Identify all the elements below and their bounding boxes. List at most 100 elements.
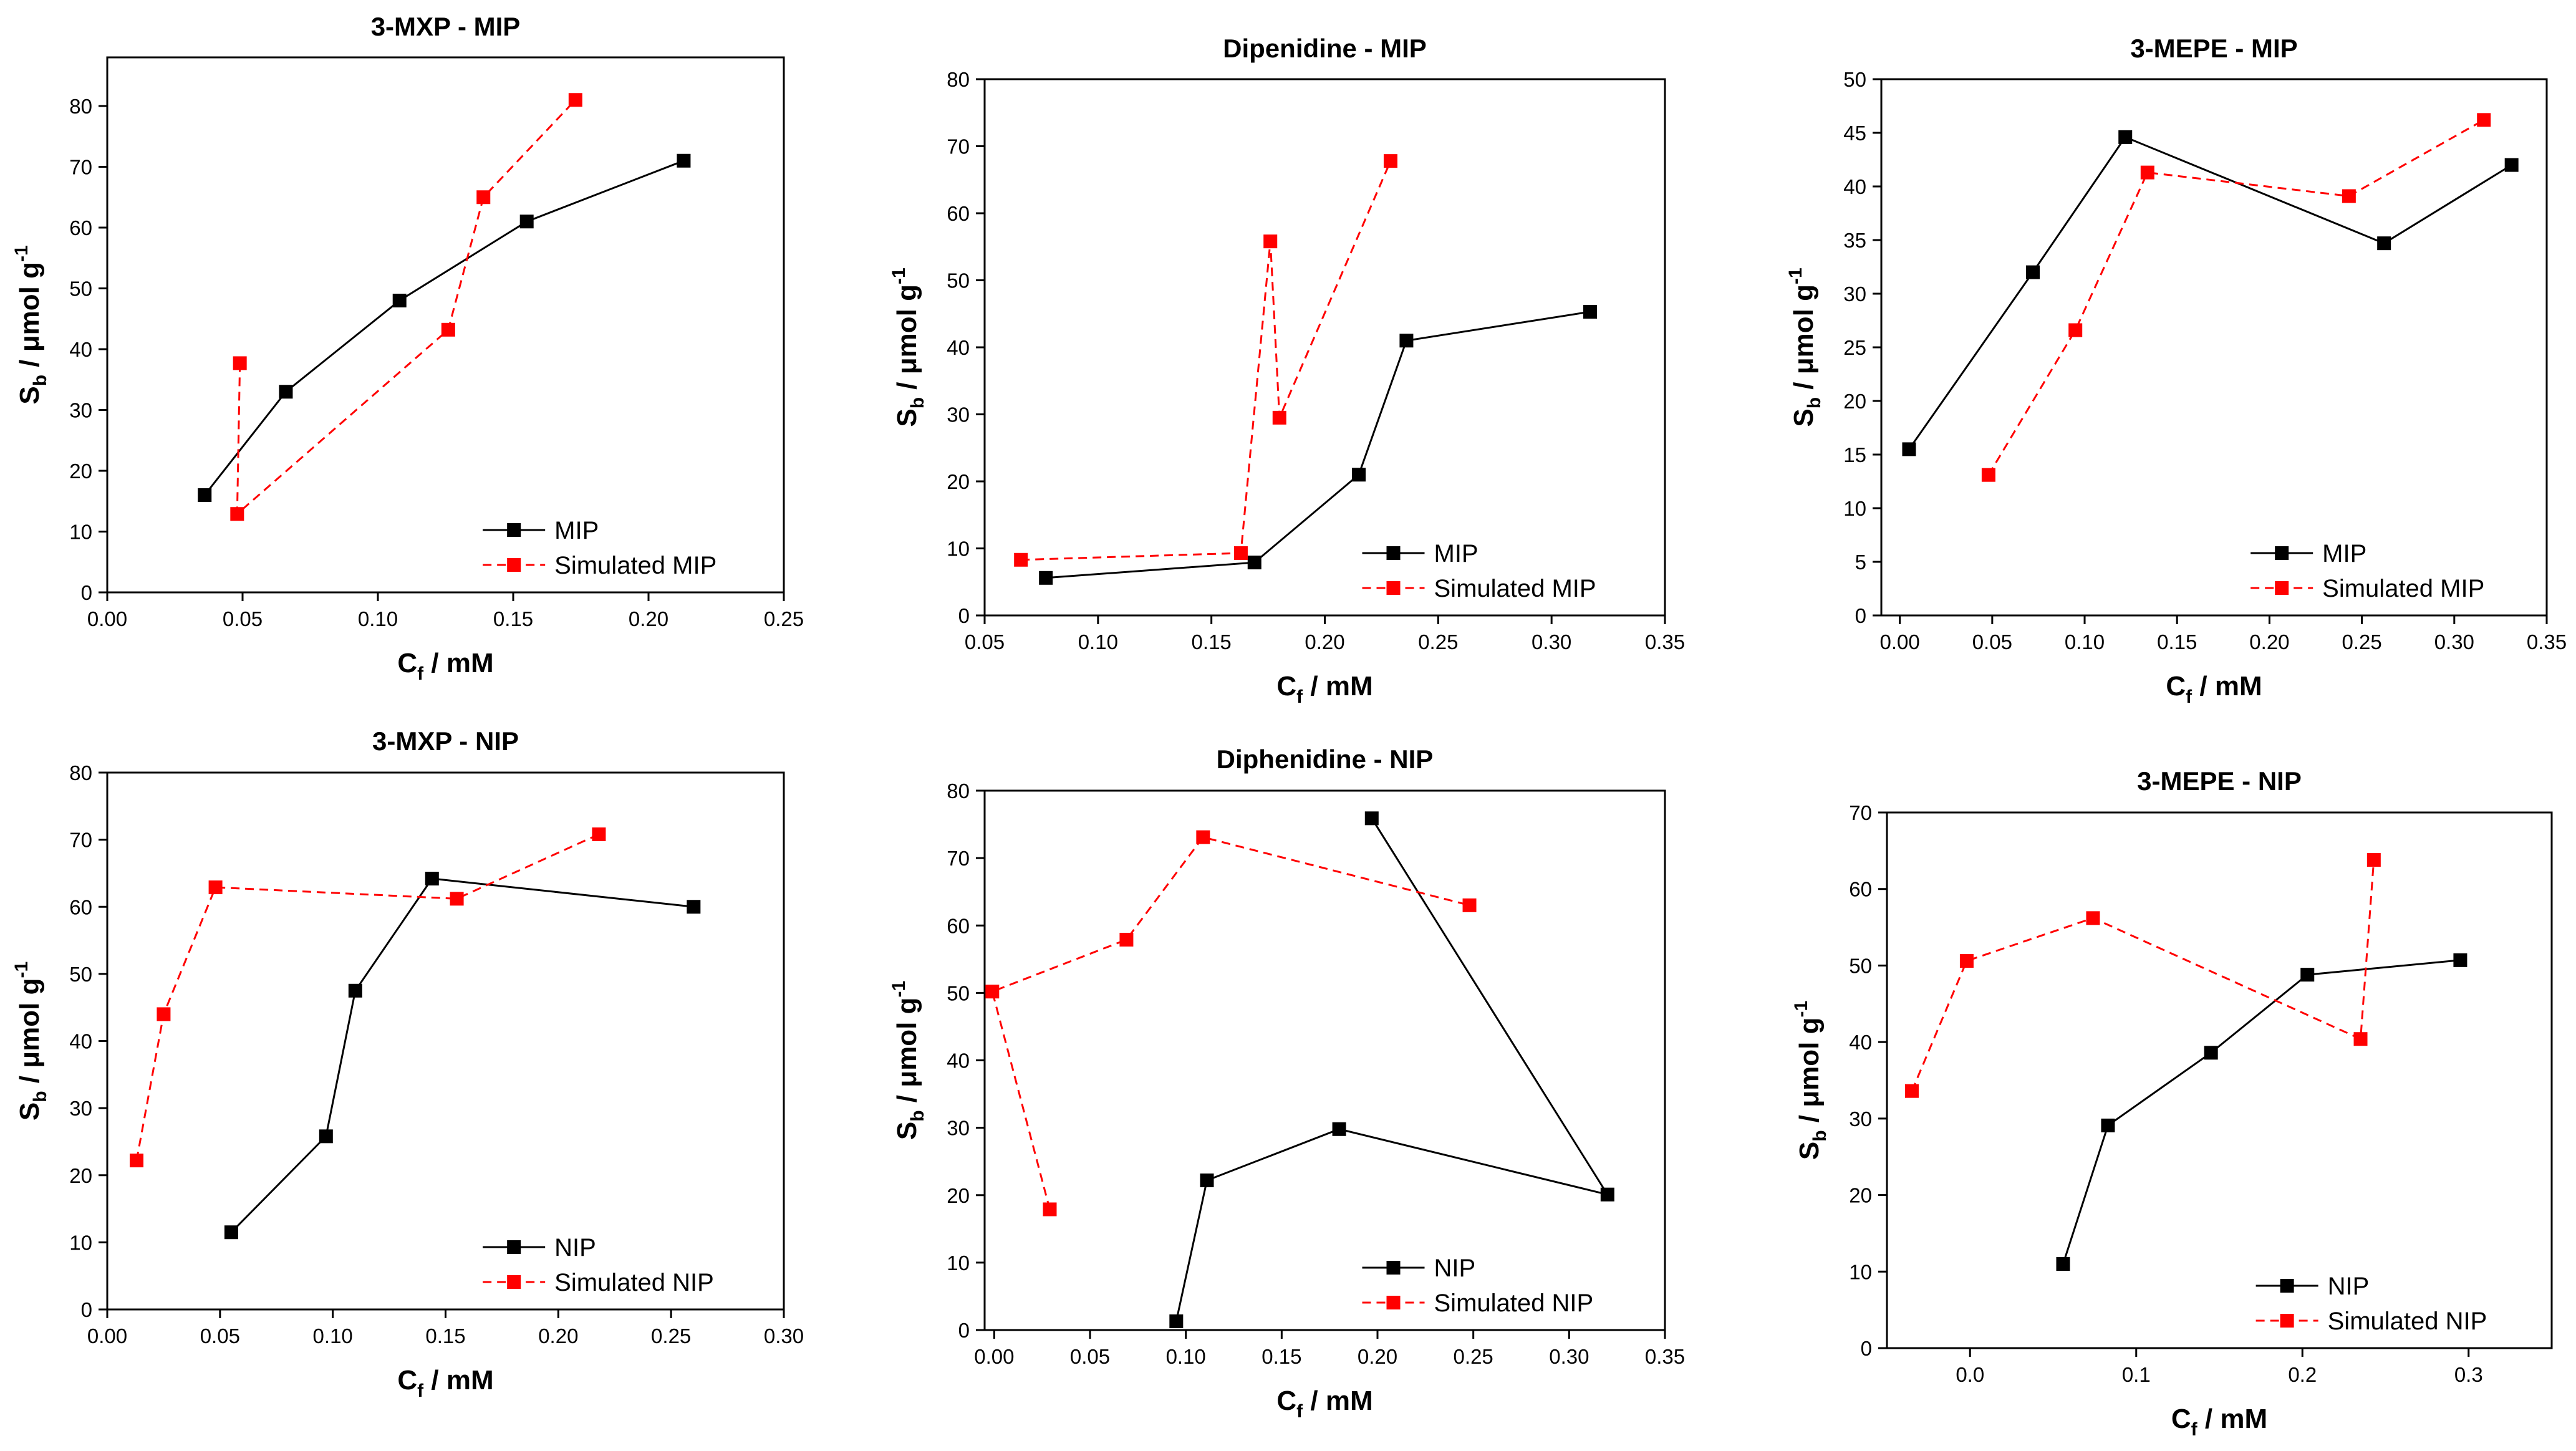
chart-6-legend-label-1: NIP — [2328, 1273, 2370, 1300]
chart-6-series-2-point — [2366, 853, 2381, 867]
chart-5-y-tick-label: 70 — [947, 847, 970, 870]
chart-6-y-axis-label: Sb / μmol g-1 — [1791, 1001, 1830, 1160]
chart-5-y-tick-label: 30 — [947, 1117, 970, 1140]
chart-2-series-2-point — [1263, 234, 1278, 249]
chart-panel-5: Diphenidine - NIP 0.00 0.05 0.10 0.15 0.20 0.2… — [859, 725, 1717, 1450]
chart-2-y-tick-label: 50 — [947, 269, 970, 292]
chart-4-series-1-point — [224, 1225, 238, 1240]
chart-4-x-tick-label: 0.15 — [425, 1324, 465, 1347]
y-label-sup: -1 — [889, 268, 909, 284]
chart-1-y-tick-label: 60 — [69, 216, 92, 239]
chart-5-y-tick-label: 10 — [947, 1251, 970, 1275]
chart-6-title: 3-MEPE - NIP — [2137, 766, 2302, 796]
chart-3-y-tick-label: 50 — [1843, 68, 1866, 91]
chart-5-series-1-point — [1364, 811, 1379, 826]
chart-4-series-2-line — [135, 833, 600, 1161]
x-label-unit: / mM — [1303, 1386, 1372, 1416]
y-label-unit: / μmol g — [892, 284, 922, 397]
x-label-sub: f — [417, 663, 424, 684]
chart-4-y-tick-label: 0 — [81, 1298, 92, 1321]
chart-3-y-tick-label: 35 — [1843, 229, 1866, 252]
chart-5-y-tick-label: 60 — [947, 914, 970, 937]
chart-6-legend-marker-2 — [2280, 1314, 2294, 1328]
chart-2-y-tick-label: 20 — [947, 470, 970, 493]
chart-2-series-1-point — [1399, 334, 1414, 348]
chart-2-title: Dipenidine - MIP — [1223, 34, 1427, 63]
chart-3-y-tick-label: 20 — [1843, 390, 1866, 413]
chart-3-y-tick-label: 45 — [1843, 122, 1866, 145]
chart-1-x-tick-label: 0.20 — [629, 607, 668, 630]
x-label-unit: / mM — [1303, 671, 1372, 701]
y-label-unit: / μmol g — [14, 262, 45, 375]
chart-5-y-tick-label: 50 — [947, 981, 970, 1005]
chart-6-series-1-point — [2101, 1118, 2115, 1132]
chart-4-legend-marker-2 — [507, 1275, 521, 1289]
chart-6-y-tick-label: 70 — [1849, 801, 1872, 824]
chart-6-y-tick-label: 0 — [1861, 1337, 1872, 1360]
chart-3-series-1-line — [1908, 136, 2512, 450]
x-label-main: C — [397, 648, 417, 678]
chart-4-x-tick-label: 0.00 — [87, 1324, 127, 1347]
chart-2-y-axis-label: Sb / μmol g-1 — [889, 268, 928, 427]
chart-panel-3: 3-MEPE - MIP 0.00 0.05 0.10 0.15 0.20 0.25 0.30… — [1717, 0, 2576, 725]
chart-4-series-2-point — [450, 892, 464, 906]
x-label-unit: / mM — [2197, 1404, 2267, 1434]
chart-6-y-tick-label: 20 — [1849, 1184, 1872, 1207]
chart-3-series-1-point — [2377, 236, 2391, 251]
x-label-main: C — [1276, 671, 1296, 701]
chart-6-y-tick-label: 30 — [1849, 1107, 1872, 1130]
chart-4-x-tick-label: 0.05 — [200, 1324, 240, 1347]
chart-1-series-1-point — [677, 153, 691, 168]
chart-5-legend-marker-1 — [1386, 1261, 1401, 1275]
chart-6-series-1-point — [2204, 1046, 2218, 1060]
chart-3-y-tick-label: 0 — [1855, 604, 1866, 627]
chart-6-series-1-line — [2062, 959, 2461, 1265]
chart-5-series-1-line — [1175, 817, 1610, 1322]
chart-2-x-tick-label: 0.25 — [1418, 630, 1458, 653]
chart-6-y-tick-label: 60 — [1849, 878, 1872, 901]
chart-3-series-2-point — [2068, 323, 2083, 337]
chart-3-x-tick-label: 0.15 — [2157, 630, 2197, 653]
chart-3-y-tick-label: 30 — [1843, 282, 1866, 306]
chart-5-series-1-point — [1169, 1314, 1184, 1328]
y-label-unit: / μmol g — [892, 998, 922, 1111]
chart-5-x-tick-label: 0.00 — [974, 1345, 1014, 1368]
chart-3-series-2-line — [1987, 119, 2484, 476]
chart-3-series-1-point — [1902, 442, 1916, 456]
chart-2-x-tick-label: 0.35 — [1645, 630, 1685, 653]
x-label-unit: / mM — [423, 1365, 493, 1396]
y-label-sub: b — [30, 375, 51, 386]
chart-2-y-tick-label: 0 — [958, 604, 970, 627]
chart-3-x-tick-label: 0.00 — [1880, 630, 1920, 653]
chart-3-series-2-point — [1981, 468, 1995, 482]
chart-4-legend-marker-1 — [507, 1240, 521, 1254]
chart-5-x-tick-label: 0.05 — [1070, 1345, 1110, 1368]
chart-5-y-tick-label: 40 — [947, 1049, 970, 1073]
chart-6-y-tick-label: 50 — [1849, 954, 1872, 977]
chart-4-x-tick-label: 0.10 — [313, 1324, 353, 1347]
chart-5-y-tick-label: 80 — [947, 779, 970, 803]
chart-3-series-2-point — [2477, 113, 2491, 127]
chart-1-y-tick-label: 10 — [69, 521, 92, 544]
y-label-sup: -1 — [1785, 268, 1806, 284]
chart-3-series-1-point — [2504, 158, 2519, 172]
chart-3-legend-label-2: Simulated MIP — [2322, 575, 2484, 602]
y-label-main: S — [14, 1102, 45, 1121]
x-label-sub: f — [1296, 687, 1303, 707]
chart-5-legend-label-1: NIP — [1434, 1255, 1476, 1282]
x-label-unit: / mM — [423, 648, 493, 678]
chart-panel-1: 3-MXP - MIP 0.00 0.05 0.10 0.15 0.20 0.25 0 10 20… — [0, 0, 859, 725]
chart-2-series-1-line — [1046, 311, 1591, 579]
y-label-sup: -1 — [11, 245, 32, 262]
chart-6-plot-frame — [1886, 811, 2553, 1349]
chart-2-x-axis-label: Cf / mM — [1276, 671, 1372, 707]
chart-1-y-tick-label: 80 — [69, 95, 92, 118]
chart-5-x-tick-label: 0.30 — [1549, 1345, 1589, 1368]
chart-4-series-2-point — [208, 880, 223, 895]
chart-1-y-tick-label: 30 — [69, 399, 92, 422]
chart-1-x-tick-label: 0.10 — [358, 607, 398, 630]
chart-6-series-2-point — [2086, 911, 2100, 925]
x-label-unit: / mM — [2192, 671, 2262, 701]
y-label-unit: / μmol g — [14, 978, 45, 1091]
chart-4-series-1-point — [687, 900, 701, 914]
